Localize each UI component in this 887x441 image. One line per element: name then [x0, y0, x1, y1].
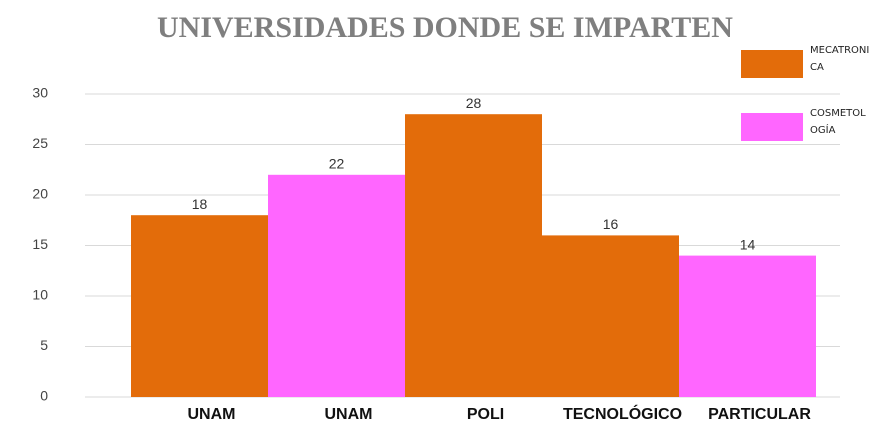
data-label: 28 — [466, 95, 482, 111]
data-label: 22 — [329, 156, 345, 172]
x-tick-label: PARTICULAR — [708, 406, 811, 423]
legend-swatch — [741, 50, 803, 78]
bar — [131, 215, 268, 397]
y-tick-label: 20 — [32, 186, 48, 202]
bar — [542, 235, 679, 397]
data-label: 16 — [603, 216, 619, 232]
y-tick-label: 15 — [32, 236, 48, 252]
bar — [679, 255, 816, 397]
data-label: 18 — [192, 196, 208, 212]
legend-entry: MECATRONICA — [810, 45, 870, 73]
y-tick-label: 5 — [40, 337, 48, 353]
bar — [405, 114, 542, 397]
legend-label: MECATRONICA — [810, 45, 870, 73]
bar — [268, 174, 405, 397]
legend-swatch — [741, 113, 803, 141]
x-tick-label: UNAM — [325, 406, 373, 423]
x-tick-label: TECNOLÓGICO — [563, 404, 682, 423]
legend-entry: COSMETOLOGÍA — [810, 108, 866, 136]
chart-title: UNIVERSIDADES DONDE SE IMPARTEN — [157, 11, 733, 44]
data-label: 14 — [740, 236, 756, 252]
y-tick-label: 10 — [32, 287, 48, 303]
legend-label: COSMETOLOGÍA — [810, 108, 866, 136]
y-tick-label: 25 — [32, 135, 48, 151]
x-tick-label: POLI — [467, 406, 504, 423]
y-tick-label: 30 — [32, 85, 48, 101]
y-tick-label: 0 — [40, 388, 48, 404]
x-tick-label: UNAM — [188, 406, 236, 423]
